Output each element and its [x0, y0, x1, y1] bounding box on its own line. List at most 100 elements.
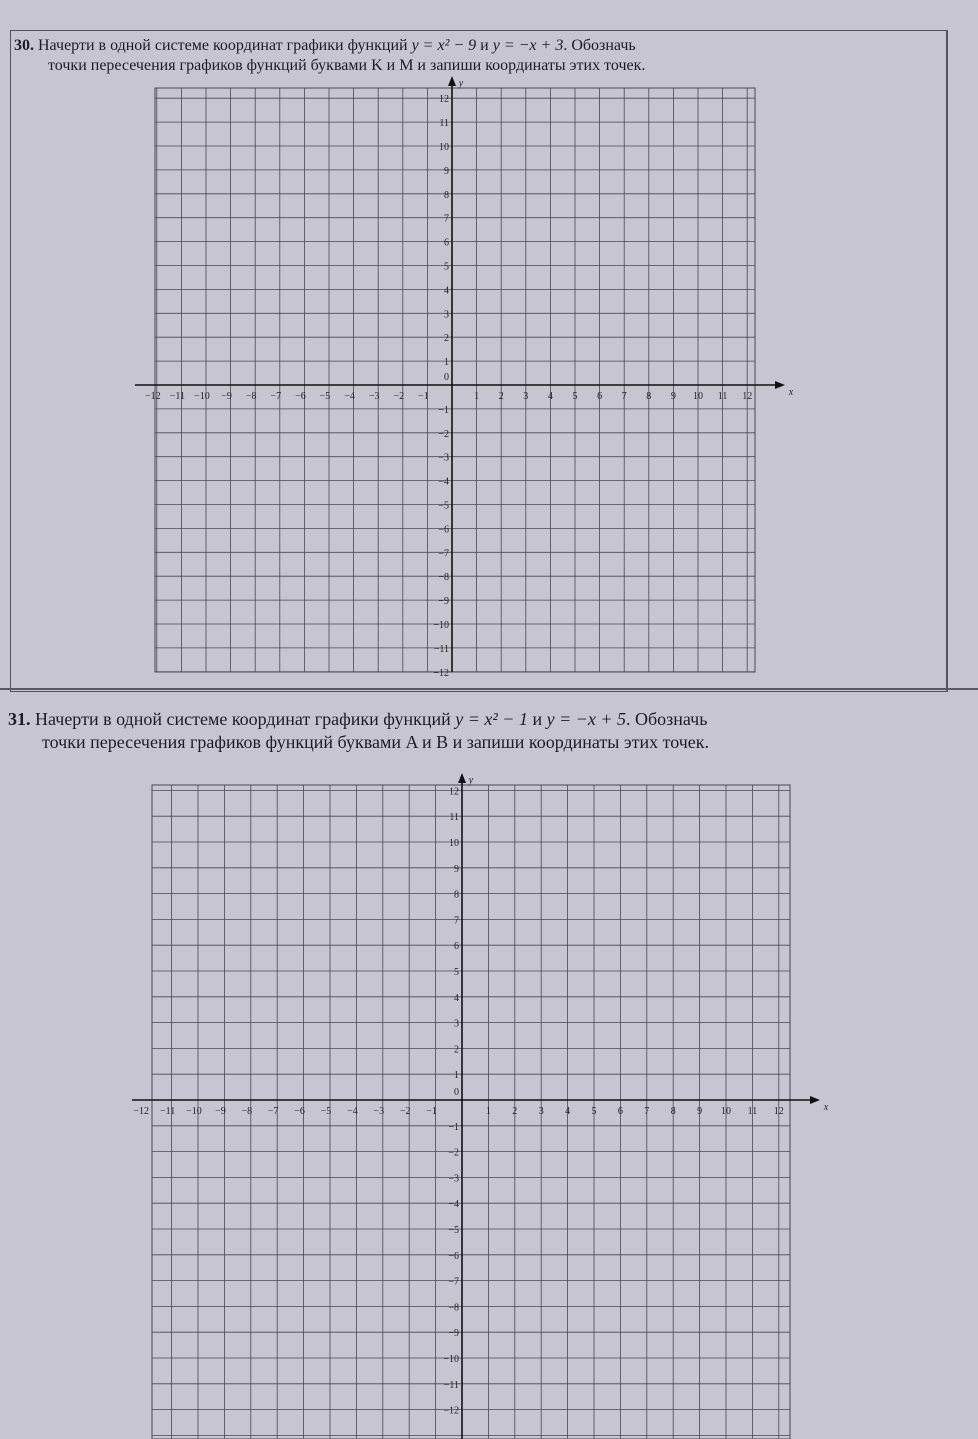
y-axis-arrow	[458, 773, 466, 783]
y-tick-label: −6	[448, 1251, 459, 1262]
y-tick-label: −8	[448, 1302, 459, 1313]
y-tick-label: 6	[444, 238, 449, 249]
y-tick-label: 6	[454, 941, 459, 952]
y-tick-label: 8	[444, 190, 449, 201]
x-tick-label: 8	[646, 391, 651, 402]
x-tick-label: 6	[597, 391, 602, 402]
y-tick-label: −3	[438, 453, 449, 464]
x-tick-label: −10	[186, 1106, 202, 1117]
x-tick-label: 2	[512, 1106, 517, 1117]
text: . Обозначь	[563, 37, 636, 54]
y-tick-label: −8	[438, 572, 449, 583]
y-tick-label: −3	[448, 1173, 459, 1184]
y-tick-label: 5	[454, 967, 459, 978]
y-tick-label: 7	[454, 915, 459, 926]
formula-1: y = x² − 1	[455, 709, 528, 729]
x-tick-label: 7	[622, 391, 627, 402]
y-tick-label: 4	[454, 993, 459, 1004]
x-tick-label: −2	[400, 1106, 411, 1117]
x-tick-label: −3	[369, 391, 380, 402]
x-tick-label: 7	[644, 1106, 649, 1117]
text: и	[476, 37, 493, 54]
y-tick-label: −6	[438, 524, 449, 535]
x-tick-label: 12	[774, 1106, 784, 1117]
x-tick-label: −11	[170, 391, 185, 402]
y-tick-label: 11	[439, 118, 449, 129]
x-tick-label: −12	[145, 391, 161, 402]
text: Начерти в одной системе координат график…	[35, 709, 456, 729]
y-tick-label: 9	[444, 166, 449, 177]
x-axis-label: x	[788, 387, 794, 398]
y-tick-label: −5	[448, 1225, 459, 1236]
y-tick-label: 7	[444, 214, 449, 225]
x-tick-label: 4	[548, 391, 553, 402]
y-tick-label: −7	[438, 548, 449, 559]
x-tick-label: −1	[426, 1106, 437, 1117]
x-tick-label: 3	[539, 1106, 544, 1117]
y-tick-label: −2	[448, 1148, 459, 1159]
x-tick-label: 11	[748, 1106, 758, 1117]
y-tick-label: 2	[444, 333, 449, 344]
x-tick-label: 12	[742, 391, 752, 402]
y-tick-label: 11	[449, 812, 459, 823]
y-axis-label: y	[458, 78, 464, 89]
y-tick-label: 8	[454, 890, 459, 901]
x-tick-label: −11	[160, 1106, 175, 1117]
y-tick-label: 3	[444, 309, 449, 320]
x-tick-label: 4	[565, 1106, 570, 1117]
y-tick-label: 9	[454, 864, 459, 875]
y-tick-label: 10	[439, 142, 449, 153]
x-tick-label: 5	[573, 391, 578, 402]
y-tick-label: 5	[444, 262, 449, 273]
formula-2: y = −x + 3	[492, 37, 564, 54]
x-tick-label: 6	[618, 1106, 623, 1117]
y-tick-label: −10	[443, 1354, 459, 1365]
y-tick-label: −1	[448, 1122, 459, 1133]
text: Начерти в одной системе координат график…	[38, 37, 412, 54]
x-tick-label: 9	[671, 391, 676, 402]
y-tick-label: −1	[438, 405, 449, 416]
y-tick-label: 12	[449, 786, 459, 797]
x-tick-label: 3	[523, 391, 528, 402]
x-tick-label: −7	[268, 1106, 279, 1117]
x-tick-label: 1	[486, 1106, 491, 1117]
grid-border	[151, 784, 791, 1439]
y-tick-label: −5	[438, 501, 449, 512]
x-tick-label: 9	[697, 1106, 702, 1117]
x-tick-label: −5	[320, 391, 331, 402]
x-tick-label: −3	[373, 1106, 384, 1117]
formula-2: y = −x + 5	[546, 709, 627, 729]
y-tick-label: −10	[433, 620, 449, 631]
y-tick-label: −4	[448, 1199, 459, 1210]
problem-30-frame	[10, 30, 948, 692]
y-tick-label: 1	[454, 1070, 459, 1081]
x-tick-label: −7	[270, 391, 281, 402]
y-axis-label: y	[468, 775, 474, 786]
x-tick-label: 8	[671, 1106, 676, 1117]
problem-number: 31.	[8, 709, 31, 729]
y-tick-label: −11	[444, 1380, 459, 1391]
x-tick-label: −10	[194, 391, 210, 402]
x-tick-label: −5	[321, 1106, 332, 1117]
y-tick-label: 2	[454, 1044, 459, 1055]
x-tick-label: −6	[294, 1106, 305, 1117]
x-axis-arrow	[775, 381, 785, 389]
origin-label: 0	[454, 1087, 459, 1098]
x-tick-label: −1	[418, 391, 429, 402]
y-tick-label: 4	[444, 285, 449, 296]
y-tick-label: 12	[439, 94, 449, 105]
x-tick-label: −9	[215, 1106, 226, 1117]
origin-label: 0	[444, 372, 449, 383]
problem-31-text: 31. Начерти в одной системе координат гр…	[8, 708, 968, 754]
text: точки пересечения графиков функций буква…	[42, 732, 710, 752]
x-tick-label: −2	[393, 391, 404, 402]
y-tick-label: −9	[448, 1328, 459, 1339]
x-tick-label: 11	[718, 391, 728, 402]
x-tick-label: 10	[721, 1106, 731, 1117]
y-tick-label: 10	[449, 838, 459, 849]
problem-30-text: 30. Начерти в одной системе координат гр…	[14, 36, 944, 76]
x-tick-label: −4	[344, 391, 355, 402]
coordinate-grid-30: −12 −11 −10 −9 −8 −7 −6 −5 −4 −3 −2 −1 1 2 3 4 5 6 7 8 9 10 11…	[135, 76, 794, 679]
x-tick-label: 10	[693, 391, 703, 402]
y-tick-label: −7	[448, 1277, 459, 1288]
